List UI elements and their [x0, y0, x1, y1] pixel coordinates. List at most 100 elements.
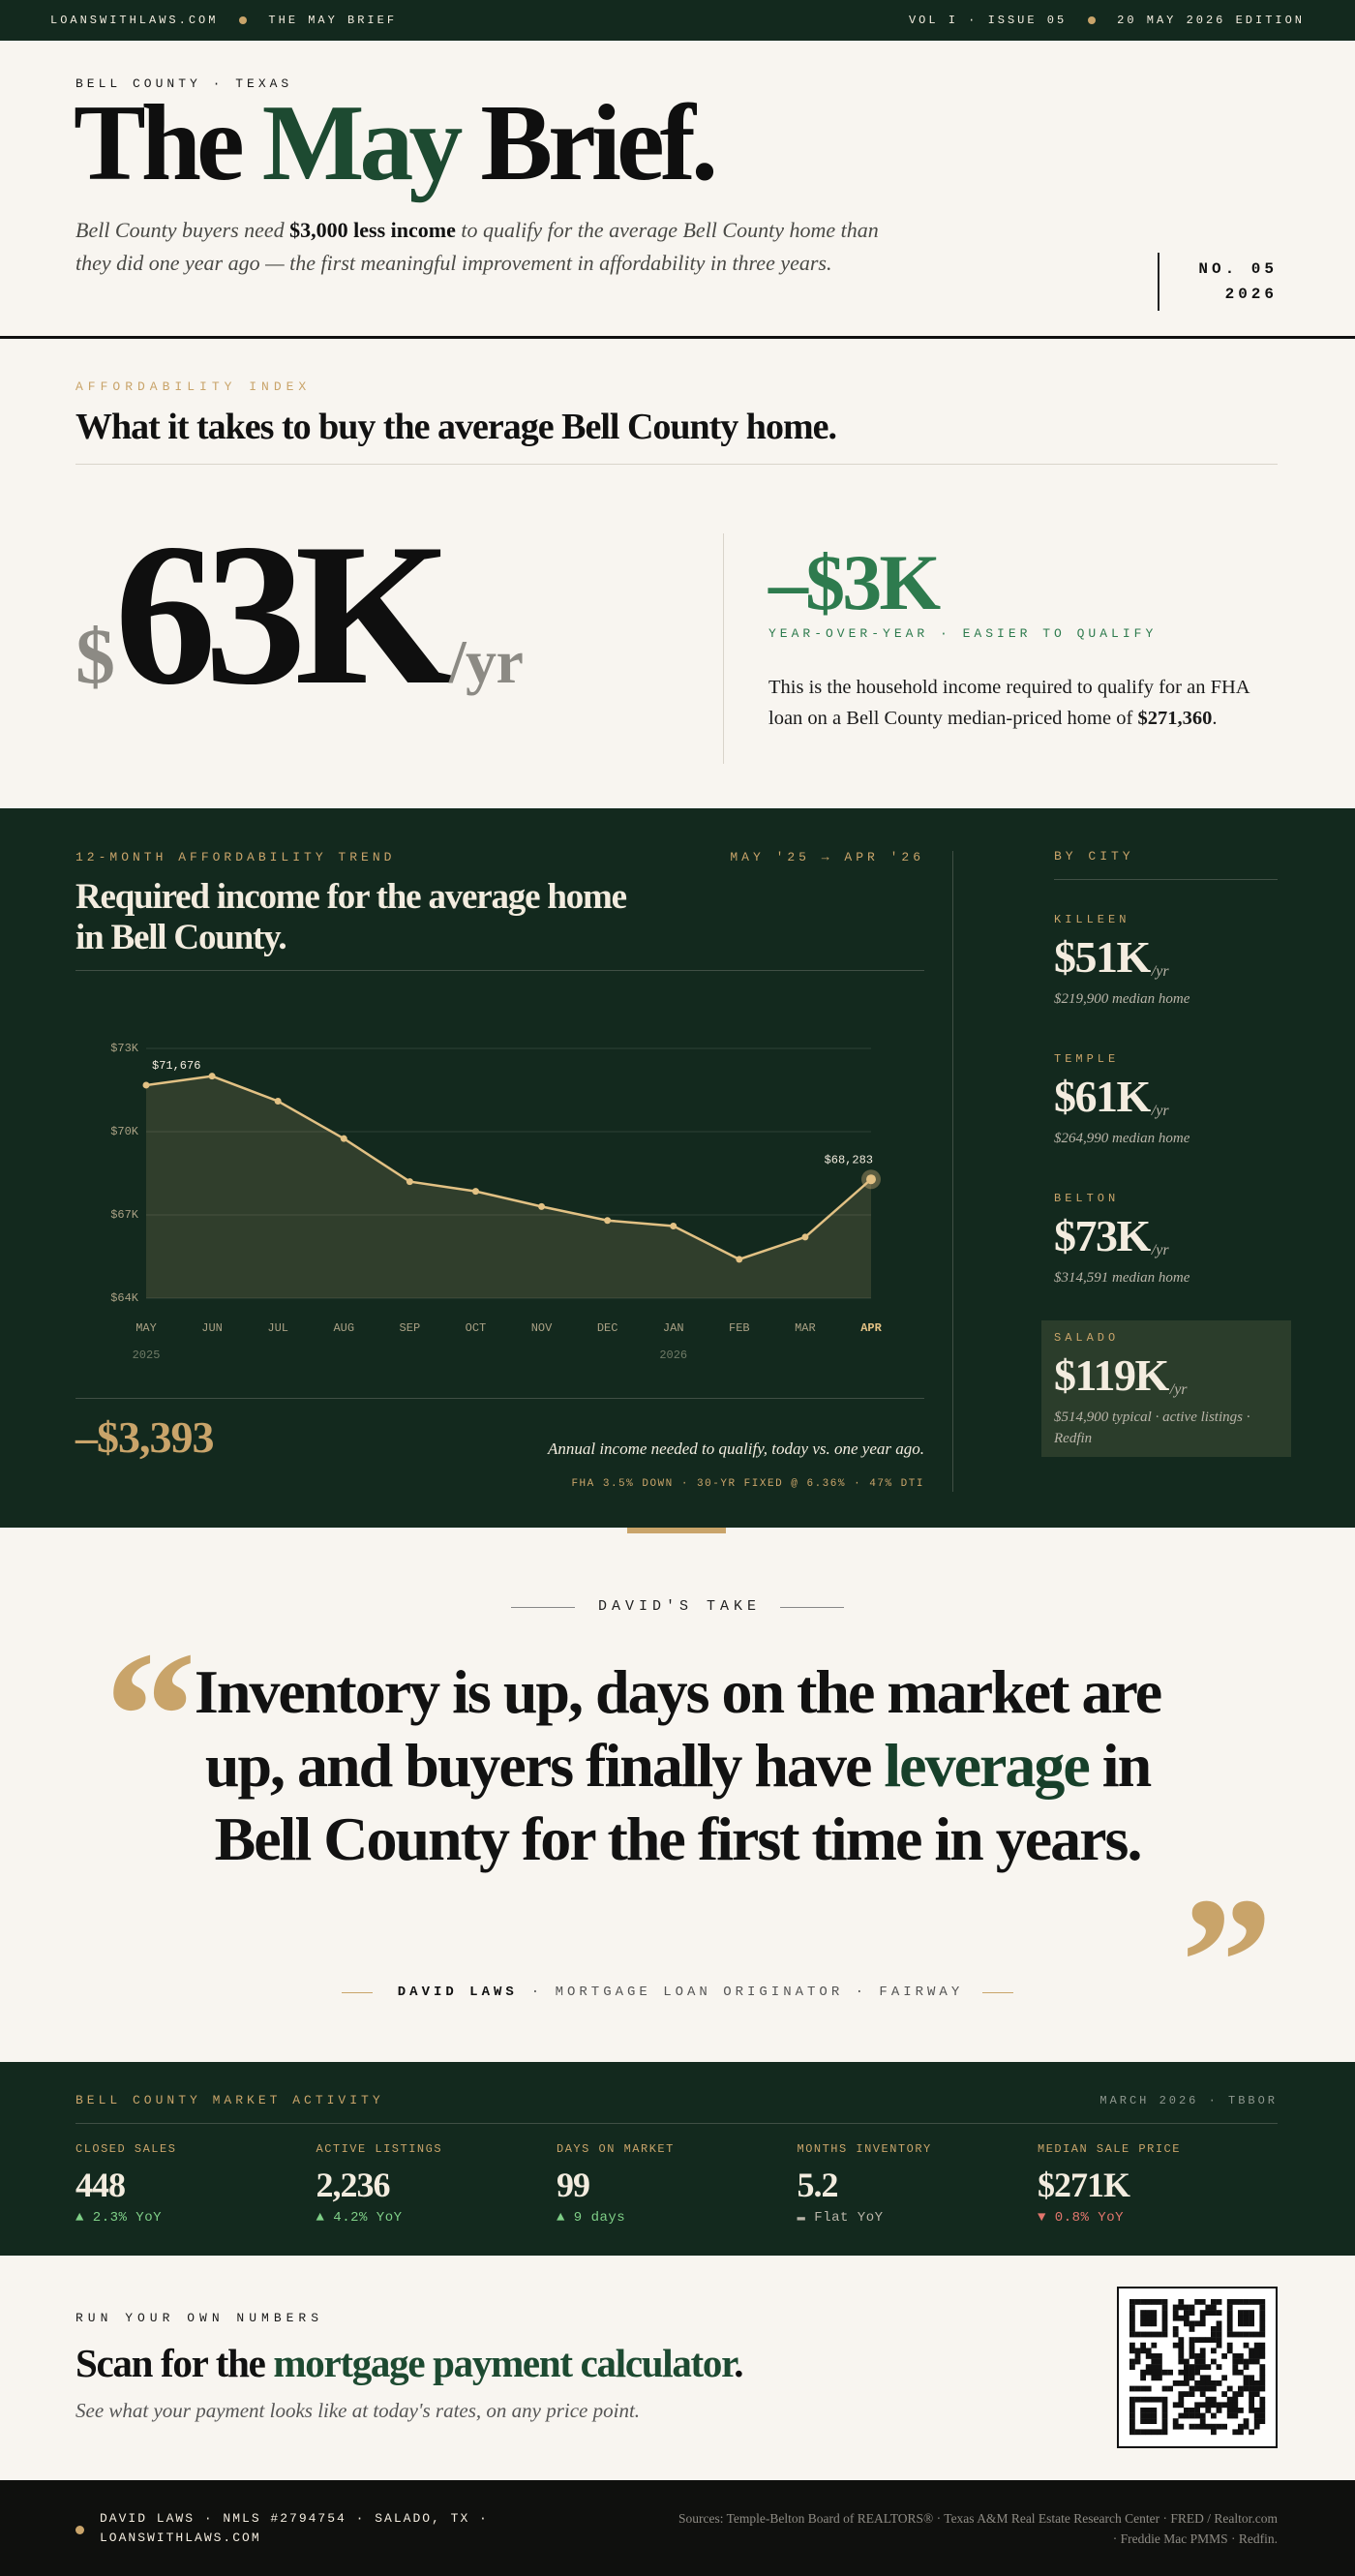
qr-module [1178, 2380, 1185, 2386]
role: · MORTGAGE LOAN ORIGINATOR · FAIRWAY [530, 1985, 964, 2000]
qr-module [1129, 2342, 1135, 2349]
qr-module [1161, 2320, 1168, 2327]
qr-module [1199, 2299, 1206, 2305]
qr-module [1226, 2396, 1233, 2403]
qr-module [1259, 2304, 1266, 2311]
y-tick-label: $64K [110, 1291, 139, 1305]
qr-module [1129, 2331, 1135, 2338]
qr-module [1172, 2304, 1179, 2311]
qr-module [1161, 2326, 1168, 2332]
qr-module [1157, 2369, 1162, 2376]
qr-module [1129, 2429, 1135, 2436]
qr-module [1151, 2342, 1158, 2349]
qr-module [1216, 2310, 1222, 2316]
divider [1054, 879, 1278, 880]
qr-module [1129, 2299, 1135, 2305]
qr-module [1172, 2326, 1179, 2332]
dot [239, 16, 248, 24]
qr-module [1140, 2412, 1146, 2419]
qr-module [1205, 2402, 1212, 2409]
stat-label: MEDIAN SALE PRICE [1038, 2142, 1181, 2156]
qr-module [1161, 2310, 1168, 2316]
qr-module [1238, 2299, 1244, 2305]
y-tick-label: $67K [110, 1208, 139, 1222]
qr-module [1189, 2304, 1195, 2311]
market-meta: MARCH 2026 · TBBOR [1099, 2094, 1278, 2107]
city-name: KILLEEN [1054, 913, 1130, 926]
qr-module [1172, 2418, 1179, 2424]
qr-module [1211, 2385, 1217, 2392]
qr-module [1161, 2418, 1168, 2424]
qr-module [1226, 2326, 1233, 2332]
qr-module [1129, 2348, 1135, 2354]
qr-module [1189, 2326, 1195, 2332]
text: . [1212, 708, 1218, 729]
top-bar [0, 0, 1355, 41]
qr-module [1194, 2385, 1200, 2392]
qr-module [1178, 2337, 1185, 2343]
qr-module [1259, 2364, 1266, 2370]
x-tick-label: OCT [466, 1321, 487, 1335]
qr-module [1249, 2396, 1254, 2403]
qr-module [1249, 2310, 1254, 2316]
qr-module [1129, 2396, 1135, 2403]
top-bar-right: VOL I · ISSUE 05 20 MAY 2026 EDITION [909, 0, 1305, 41]
stat-change: ▲ 2.3% YoY [75, 2210, 163, 2226]
qr-module [1259, 2402, 1266, 2409]
qr-module [1161, 2429, 1168, 2436]
qr-module [1226, 2402, 1233, 2409]
qr-module [1189, 2385, 1195, 2392]
qr-module [1199, 2337, 1206, 2343]
qr-module [1232, 2364, 1239, 2370]
qr-module [1243, 2364, 1250, 2370]
divider [75, 1398, 924, 1399]
footer [0, 2480, 1355, 2576]
qr-module [1211, 2423, 1217, 2430]
qr-module [1259, 2331, 1266, 2338]
by-city-title: BY CITY [1054, 849, 1134, 864]
qr-module [1189, 2348, 1195, 2354]
qr-module [1134, 2353, 1141, 2359]
qr-module [1243, 2380, 1250, 2386]
qr-module [1151, 2429, 1158, 2436]
qr-module [1129, 2358, 1135, 2365]
city-income-row: $61K/yr [1054, 1073, 1169, 1132]
qr-module [1216, 2320, 1222, 2327]
x-tick-label: NOV [531, 1321, 553, 1335]
qr-module [1205, 2396, 1212, 2403]
year-label: 2025 [133, 1349, 161, 1362]
qr-module [1178, 2342, 1185, 2349]
x-tick-label: JUN [201, 1321, 223, 1335]
heading: Required income for the average home in … [75, 877, 627, 957]
qr-module [1157, 2364, 1162, 2370]
qr-module [1184, 2375, 1189, 2381]
big-figure: $63K/yr [75, 513, 524, 761]
qr-module [1194, 2402, 1200, 2409]
qr-module [1226, 2412, 1233, 2419]
subtitle: Bell County buyers need $3,000 less inco… [75, 214, 879, 280]
stat-change: ▬ Flat YoY [797, 2210, 884, 2226]
market-title: BELL COUNTY MARKET ACTIVITY [75, 2093, 384, 2107]
x-tick-label: APR [860, 1321, 882, 1335]
qr-module [1145, 2320, 1152, 2327]
qr-module [1151, 2375, 1158, 2381]
qr-module [1184, 2391, 1189, 2397]
qr-module [1140, 2369, 1146, 2376]
city-income: $73K [1054, 1211, 1151, 1260]
value-label: $71,676 [152, 1059, 200, 1073]
change: –$3K [768, 538, 941, 626]
qr-module [1172, 2423, 1179, 2430]
qr-module [1134, 2358, 1141, 2365]
title: The May Brief. [74, 89, 718, 197]
qr-module [1178, 2396, 1185, 2403]
title-word: Brief. [480, 83, 718, 203]
qr-module [1172, 2342, 1179, 2349]
dot [1088, 16, 1097, 24]
qr-module [1189, 2337, 1195, 2343]
qr-module [1199, 2412, 1206, 2419]
city-note: $264,990 median home [1054, 1131, 1190, 1146]
qr-module [1129, 2423, 1135, 2430]
qr-module [1194, 2423, 1200, 2430]
qr-module [1145, 2408, 1152, 2413]
qr-module [1253, 2408, 1260, 2413]
